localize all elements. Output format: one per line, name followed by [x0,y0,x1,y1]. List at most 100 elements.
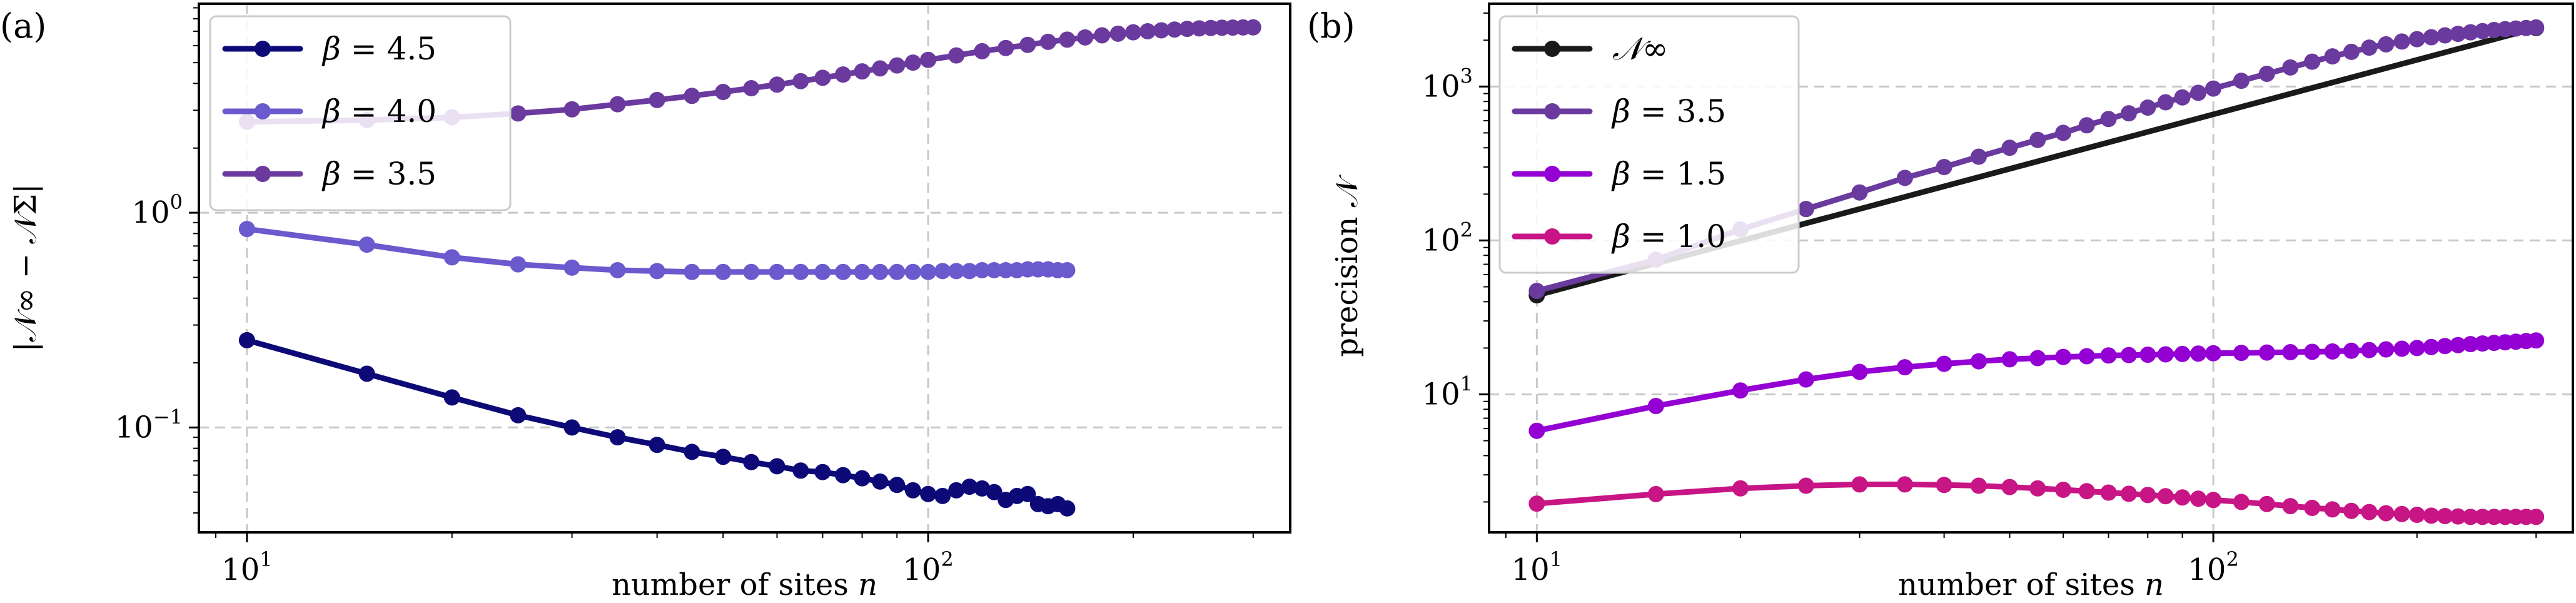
data-point [1851,184,1868,201]
panel-a-tag: (a) [0,6,46,46]
data-point [854,263,871,280]
y-axis-label-text: precision 𝒩 [1330,174,1365,357]
data-point [649,91,665,108]
panel-b: (b) 101 102 101 102 103 number of sites n pr… [1307,3,2574,602]
data-point [920,51,937,68]
data-point [1647,485,1664,502]
data-point [2174,345,2191,362]
data-point [2343,502,2360,519]
panel-b-axes-frame [1488,3,2574,534]
data-point [2258,65,2275,82]
data-point [1732,382,1749,399]
data-point [443,389,460,406]
data-point [609,261,626,278]
data-point [2001,139,2018,156]
data-point [2378,505,2395,522]
panel-b-legend: 𝒩∞ β = 3.5 β = 1.5 β = 1.0 [1498,15,1800,274]
data-point [443,249,460,266]
data-point [2205,80,2222,97]
data-point [2157,488,2174,505]
y-axis-label-text: |𝒩∞ − 𝒩Σ| [8,184,43,352]
data-point [1797,371,1814,388]
data-point [2304,343,2321,360]
data-point [2393,340,2410,357]
data-point [1109,25,1126,42]
legend-box [1498,15,1800,274]
data-point [2450,508,2467,525]
panel-a-axes-frame [198,3,1291,534]
data-point [2528,509,2545,525]
data-point [1797,477,1814,494]
y-tick-label: 102 [1422,218,1473,258]
data-point [563,101,580,118]
data-point [2120,485,2137,502]
data-point [743,263,760,280]
data-point [684,263,700,280]
data-point [2408,507,2425,524]
data-point [2437,27,2453,44]
panel-b-y-axis-label: precision 𝒩 [1330,174,1365,357]
data-point [649,437,665,454]
data-point [948,47,965,64]
data-point [2343,342,2360,359]
data-point [2029,350,2046,367]
data-point [563,419,580,436]
panel-b-x-axis-label: number of sites n [1898,567,2164,602]
data-point [2190,490,2206,507]
data-point [2055,348,2072,365]
data-point [2423,507,2440,524]
data-point [1851,476,1868,493]
data-point [2393,33,2410,50]
data-point [904,263,921,280]
data-point [2120,105,2137,122]
data-point [715,84,732,101]
legend-swatch-marker [1544,228,1560,245]
data-point [238,221,255,238]
data-point [1166,21,1183,38]
data-point [2378,341,2395,358]
panel-a-series [238,19,1261,517]
data-point [835,467,852,484]
data-point [2205,345,2222,362]
data-point [889,57,906,74]
data-point [854,470,871,487]
legend-label: β = 4.5 [321,31,437,67]
data-point [934,487,951,504]
data-point [2437,338,2453,355]
data-point [814,464,831,480]
data-point [649,263,665,280]
data-point [2361,342,2378,358]
legend-label: β = 4.0 [321,93,437,129]
data-point [2139,99,2156,116]
data-point [2282,344,2299,361]
data-point [835,66,852,83]
data-point [974,43,991,59]
data-point [510,256,527,273]
data-point [358,236,375,253]
data-point [2055,481,2072,498]
data-point [2139,487,2156,504]
data-point [974,261,991,278]
data-point [2324,343,2341,360]
data-point [769,76,785,93]
data-point [2423,29,2440,46]
data-point [2282,59,2299,76]
data-point [1970,148,1987,165]
data-point [2423,338,2440,355]
data-point [2304,53,2321,70]
data-point [998,261,1014,278]
data-point [2378,36,2395,53]
x-tick-label: 101 [221,547,272,587]
panel-a-x-axis-label: number of sites n [612,567,877,602]
legend-swatch-marker [255,103,271,119]
data-point [986,261,1003,278]
data-point [1936,477,1952,494]
data-point [948,263,965,280]
data-point [2361,504,2378,520]
y-tick-label: 100 [132,190,183,230]
data-point [814,263,831,280]
data-point [2408,31,2425,48]
data-point [1732,480,1749,497]
data-point [2078,483,2095,500]
data-point [2233,73,2250,89]
